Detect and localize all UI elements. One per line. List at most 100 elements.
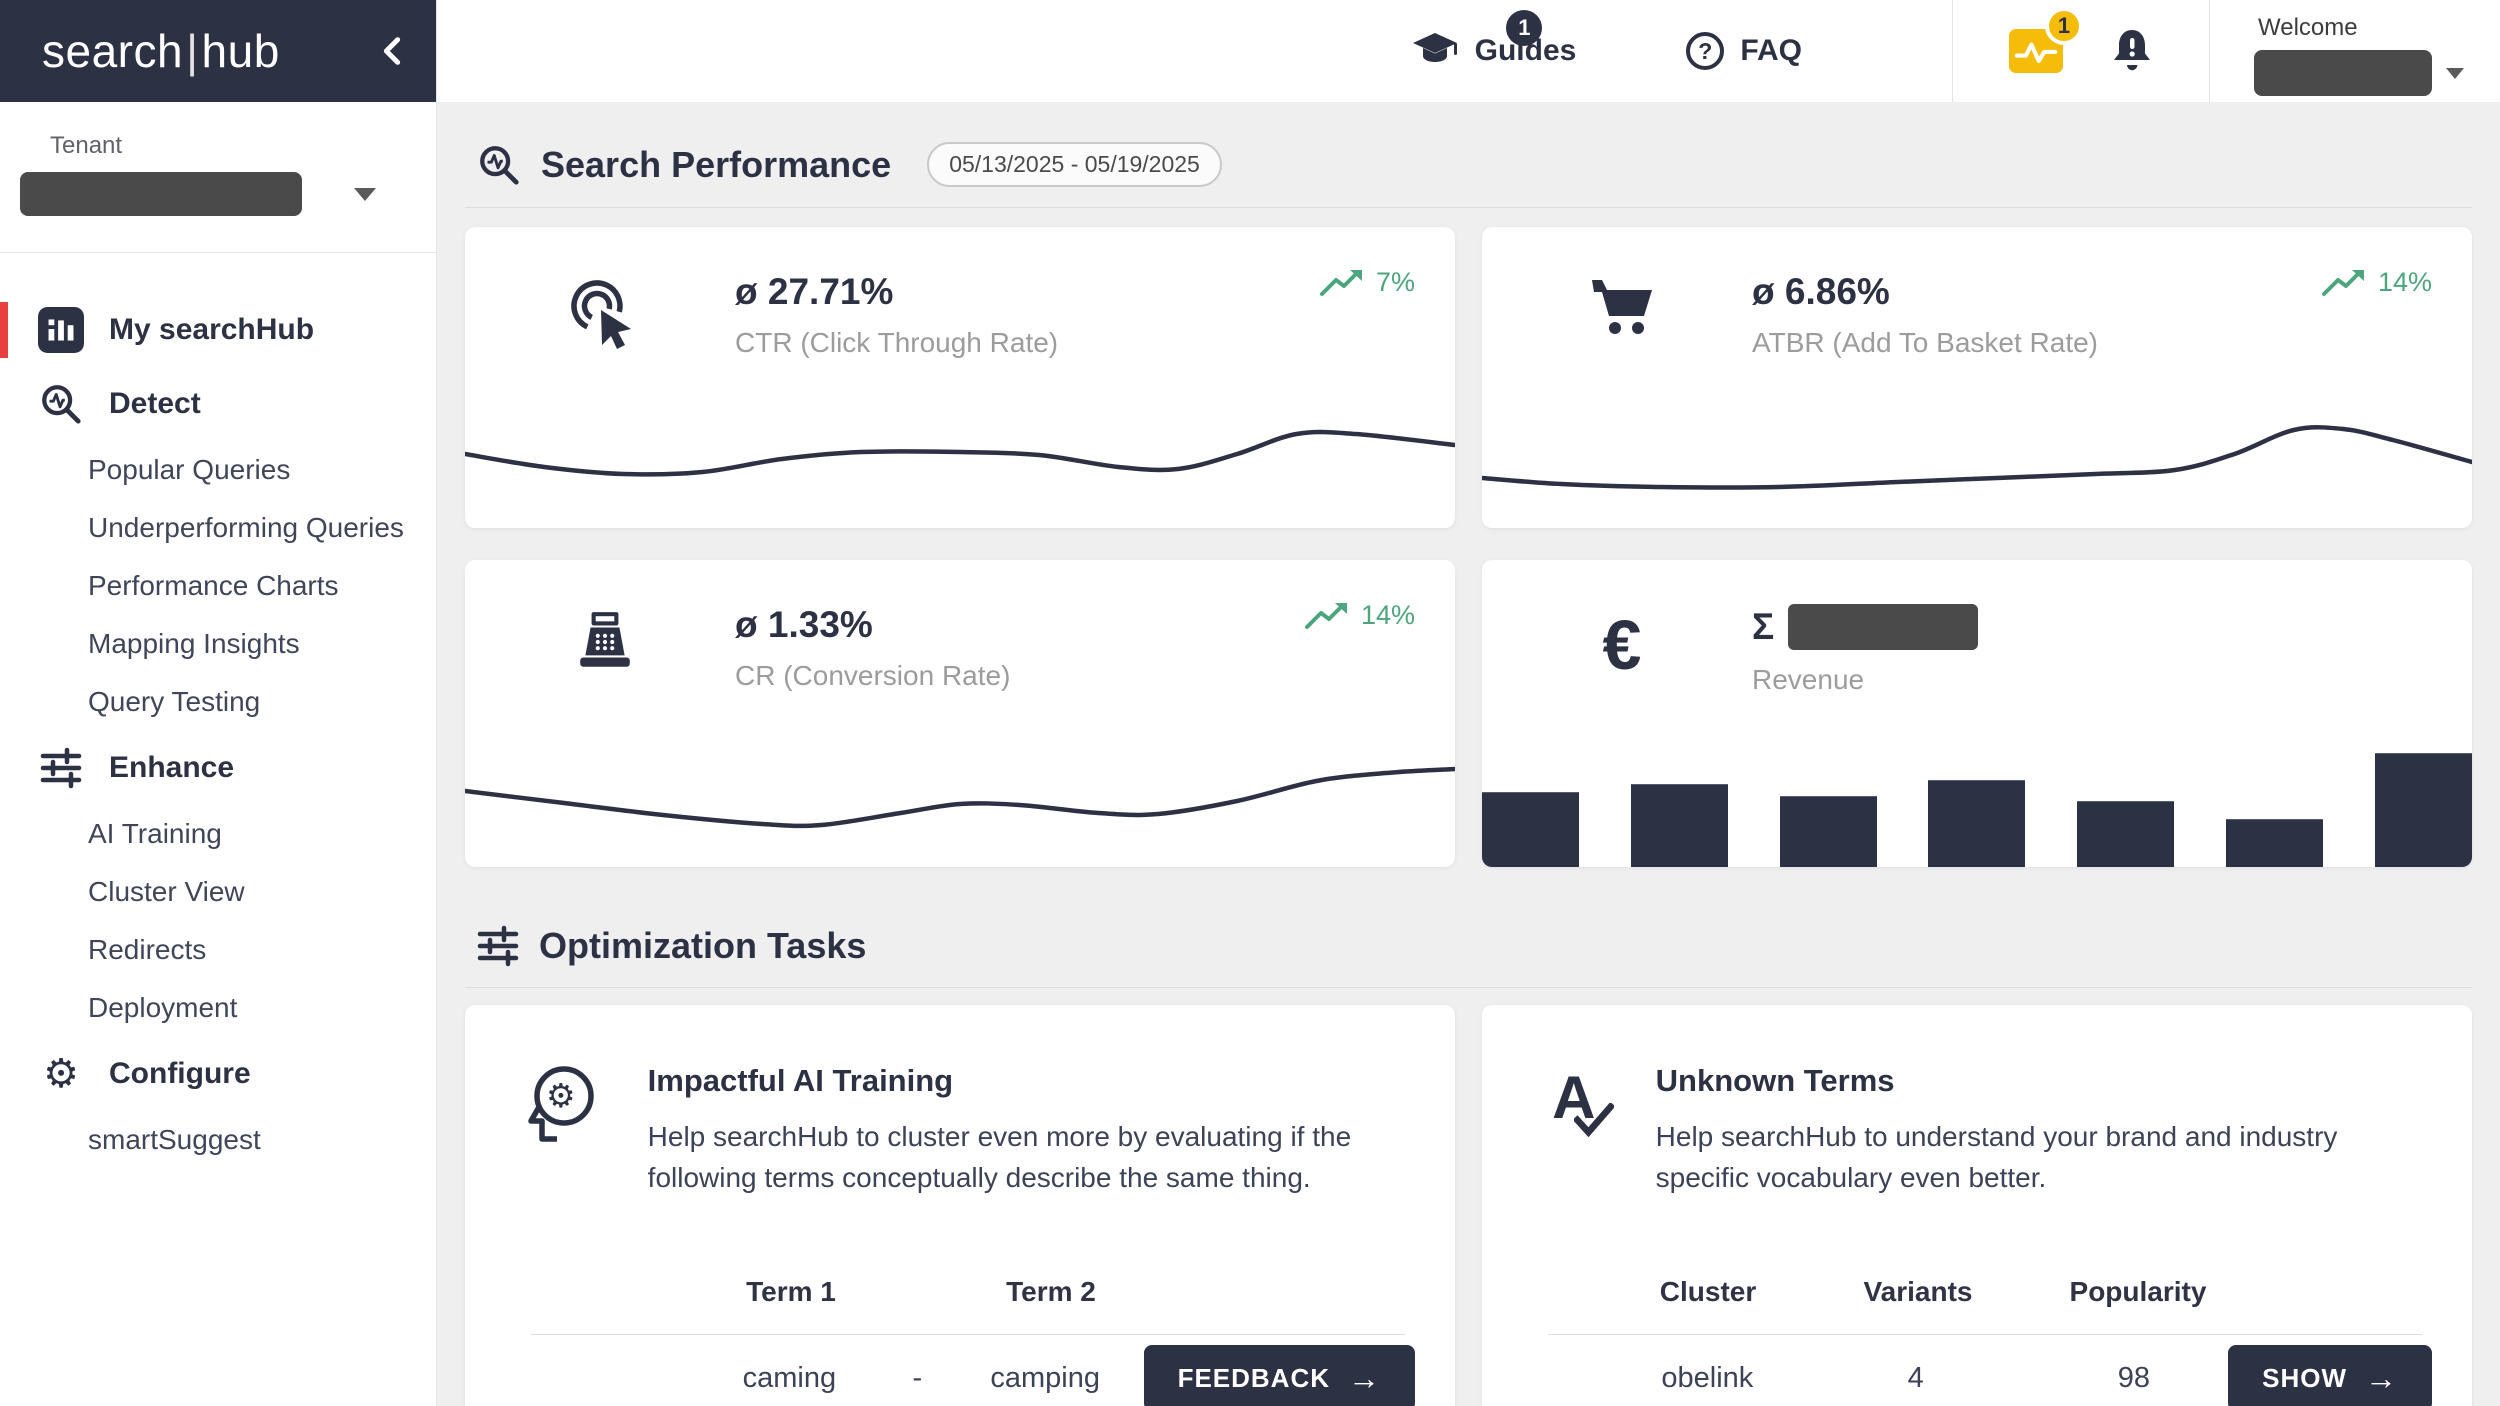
- sidebar-item-popular-queries[interactable]: Popular Queries: [88, 454, 291, 485]
- column-header: Term 2: [1006, 1276, 1096, 1308]
- faq-button[interactable]: ? FAQ: [1686, 32, 1802, 70]
- tune-icon: [35, 747, 87, 789]
- revenue-card: € Σ Revenue: [1482, 560, 2472, 867]
- cash-register-icon: [565, 610, 645, 674]
- ctr-value: ø 27.71%: [735, 271, 894, 312]
- sidebar-item-configure[interactable]: ⚙ Configure: [0, 1037, 436, 1111]
- topbar: 1 Guides ? FAQ 1 Welcome: [437, 0, 2500, 102]
- unknown-terms-title: Unknown Terms: [1655, 1063, 1895, 1098]
- sidebar-item-ai-training[interactable]: AI Training: [88, 818, 222, 849]
- search-performance-icon: [480, 145, 519, 185]
- sidebar-collapse-button[interactable]: [378, 34, 406, 68]
- ai-training-description: Help searchHub to cluster even more by e…: [647, 1121, 1352, 1193]
- ctr-card: ø 27.71% CTR (Click Through Rate) 7%: [465, 227, 1455, 528]
- unknown-terms-card: A Unknown Terms Help searchHub to unders…: [1482, 1005, 2472, 1406]
- revenue-bar: [2374, 753, 2472, 867]
- atbr-value: ø 6.86%: [1752, 271, 1890, 312]
- sidebar-item-deployment[interactable]: Deployment: [88, 992, 238, 1023]
- revenue-bar: [1482, 792, 1579, 867]
- sidebar: search|hub Tenant My searchHub: [0, 0, 437, 1406]
- revenue-bar: [1779, 796, 1877, 867]
- cr-card: ø 1.33% CR (Conversion Rate) 14%: [465, 560, 1455, 867]
- trend-up-icon: [1319, 269, 1362, 296]
- column-header: Term 1: [746, 1276, 836, 1308]
- tenant-selector[interactable]: [20, 172, 416, 216]
- table-row: obelink 4 98 SHOW →: [1538, 1345, 2433, 1406]
- unknown-terms-table: Cluster Variants Popularity obelink 4 98…: [1538, 1276, 2433, 1406]
- revenue-bar: [2226, 819, 2324, 867]
- show-button[interactable]: SHOW →: [2228, 1345, 2433, 1406]
- atbr-card: ø 6.86% ATBR (Add To Basket Rate) 14%: [1482, 227, 2472, 528]
- trend-up-icon: [1304, 602, 1347, 629]
- dashboard-icon: [35, 307, 87, 353]
- search-performance-header: Search Performance 05/13/2025 - 05/19/20…: [477, 142, 2472, 187]
- sidebar-item-redirects[interactable]: Redirects: [88, 934, 207, 965]
- unknown-terms-description: Help searchHub to understand your brand …: [1655, 1121, 2338, 1193]
- sidebar-item-cluster-view[interactable]: Cluster View: [88, 876, 245, 907]
- column-header: Popularity: [2069, 1276, 2207, 1308]
- column-header: Cluster: [1659, 1276, 1757, 1308]
- cluster-cell: obelink: [1661, 1361, 1754, 1394]
- nav-label: Enhance: [109, 751, 235, 784]
- user-dropdown[interactable]: [2254, 50, 2464, 96]
- guides-badge: 1: [1506, 10, 1543, 46]
- nav-label: Detect: [109, 387, 201, 420]
- sidebar-item-mapping-insights[interactable]: Mapping Insights: [88, 628, 300, 659]
- date-range-chip[interactable]: 05/13/2025 - 05/19/2025: [927, 142, 1222, 187]
- graduation-cap-icon: [1412, 33, 1457, 62]
- sidebar-item-query-testing[interactable]: Query Testing: [88, 686, 261, 717]
- cr-label: CR (Conversion Rate): [735, 660, 1011, 691]
- revenue-value: Σ: [1752, 604, 1979, 650]
- sidebar-item-performance-charts[interactable]: Performance Charts: [88, 570, 339, 601]
- faq-label: FAQ: [1740, 34, 1802, 67]
- variants-cell: 4: [1907, 1361, 1924, 1394]
- revenue-bar: [1928, 780, 2026, 867]
- notification-area: 1: [1952, 0, 2210, 102]
- section-title: Optimization Tasks: [539, 925, 867, 966]
- section-divider: [465, 987, 2472, 988]
- arrow-right-icon: →: [1348, 1359, 1382, 1396]
- sidebar-item-underperforming-queries[interactable]: Underperforming Queries: [88, 512, 404, 543]
- gear-icon: ⚙: [43, 1052, 79, 1096]
- sidebar-item-detect[interactable]: Detect: [0, 367, 436, 441]
- section-divider: [465, 207, 2472, 208]
- chevron-left-icon: [383, 37, 401, 65]
- section-title: Search Performance: [541, 143, 892, 185]
- main-content: Search Performance 05/13/2025 - 05/19/20…: [437, 102, 2500, 1406]
- activity-notification-icon[interactable]: 1: [2009, 7, 2083, 73]
- ctr-trend: 7%: [1319, 267, 1415, 298]
- bell-icon[interactable]: [2111, 27, 2153, 75]
- active-indicator: [0, 302, 8, 358]
- popularity-cell: 98: [2117, 1361, 2151, 1394]
- trend-up-icon: [2321, 269, 2364, 296]
- sidebar-item-my-searchhub[interactable]: My searchHub: [0, 293, 436, 367]
- spellcheck-icon: A: [1538, 1063, 1614, 1143]
- sidebar-divider: [0, 252, 436, 253]
- table-row: caming - camping FEEDBACK →: [521, 1345, 1416, 1406]
- cr-trend: 14%: [1304, 600, 1415, 631]
- guides-button[interactable]: 1 Guides: [1411, 10, 1576, 72]
- atbr-trend: 14%: [2321, 267, 2432, 298]
- task-cards: ⚙ Impactful AI Training Help searchHub t…: [465, 1005, 2472, 1406]
- revenue-bar: [2077, 801, 2175, 867]
- revenue-bar-chart: [1482, 715, 2472, 867]
- metric-cards: ø 27.71% CTR (Click Through Rate) 7% ø: [465, 227, 2472, 867]
- sidebar-item-enhance[interactable]: Enhance: [0, 731, 436, 805]
- ai-head-gear-icon: ⚙: [521, 1063, 602, 1198]
- tenant-section: Tenant: [0, 102, 436, 216]
- ai-training-table: Term 1 Term 2 caming - camping FEEDBACK …: [521, 1276, 1416, 1406]
- arrow-right-icon: →: [2365, 1359, 2399, 1396]
- ctr-sparkline: [465, 429, 1455, 477]
- cr-sparkline: [465, 766, 1455, 829]
- ctr-label: CTR (Click Through Rate): [735, 327, 1059, 358]
- cart-icon: [1582, 277, 1662, 337]
- feedback-button[interactable]: FEEDBACK →: [1143, 1345, 1416, 1406]
- sidebar-item-smartsuggest[interactable]: smartSuggest: [88, 1124, 261, 1155]
- detect-icon: [35, 382, 87, 426]
- welcome-label: Welcome: [2258, 14, 2358, 41]
- cr-value: ø 1.33%: [735, 604, 873, 645]
- tenant-label: Tenant: [50, 132, 123, 159]
- euro-icon: €: [1602, 606, 1642, 684]
- ai-training-card: ⚙ Impactful AI Training Help searchHub t…: [465, 1005, 1455, 1406]
